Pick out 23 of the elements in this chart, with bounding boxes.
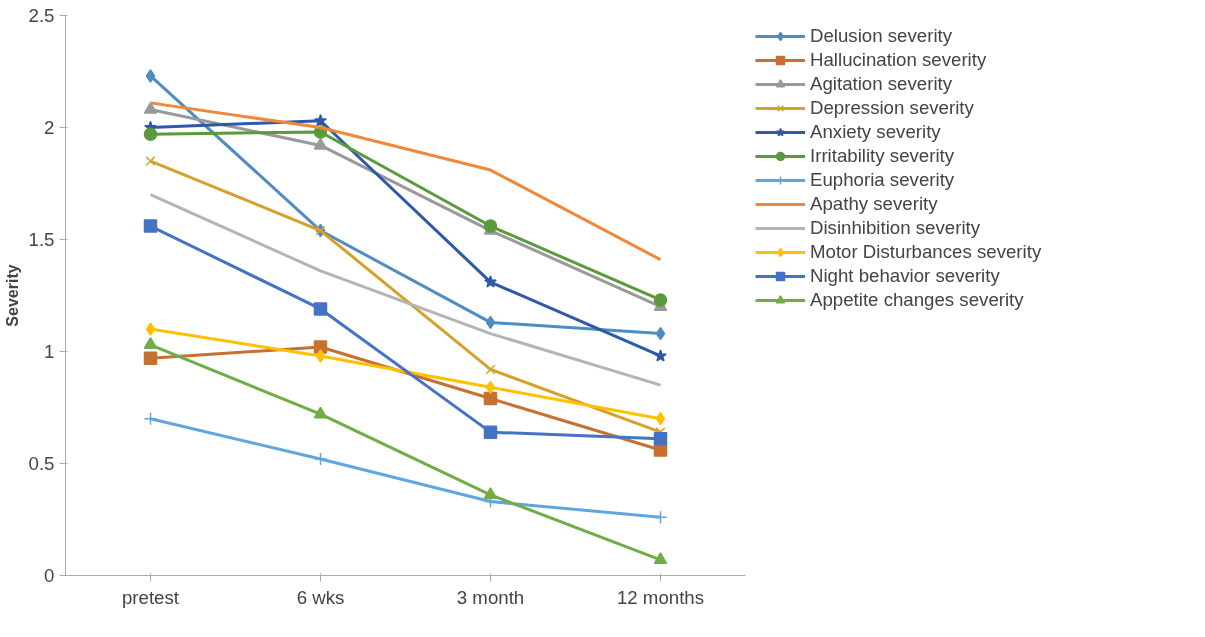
legend-label: Apathy severity xyxy=(810,193,938,215)
x-tick-label: 6 wks xyxy=(296,586,345,608)
y-tick-label: 2.5 xyxy=(28,5,55,26)
legend-label: Motor Disturbances severity xyxy=(810,241,1042,263)
y-tick-label: 1 xyxy=(44,341,55,362)
legend-label: Appetite changes severity xyxy=(810,289,1024,311)
y-tick-label: 2 xyxy=(44,117,55,138)
legend-label: Disinhibition severity xyxy=(810,217,981,239)
y-axis-title: Severity xyxy=(3,264,21,327)
legend-label: Depression severity xyxy=(810,97,974,119)
legend-label: Anxiety severity xyxy=(810,121,941,143)
x-tick-label: 3 month xyxy=(456,586,525,608)
legend-label: Agitation severity xyxy=(810,73,953,95)
x-tick-label: 12 months xyxy=(616,586,705,608)
legend-label: Delusion severity xyxy=(810,25,953,47)
legend-label: Hallucination severity xyxy=(810,49,987,71)
x-tick-label: pretest xyxy=(121,586,180,608)
y-tick-label: 1.5 xyxy=(28,229,55,250)
legend-label: Night behavior severity xyxy=(810,265,1000,287)
y-tick-label: 0.5 xyxy=(28,453,55,474)
y-tick-label: 0 xyxy=(44,565,55,586)
legend-label: Irritability severity xyxy=(810,145,955,167)
legend-label: Euphoria severity xyxy=(810,169,955,191)
